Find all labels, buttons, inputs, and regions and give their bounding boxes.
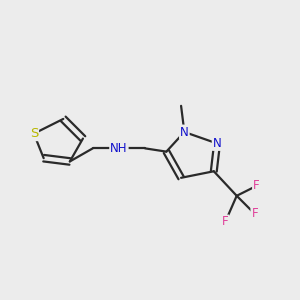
Text: F: F xyxy=(253,179,260,193)
Text: S: S xyxy=(30,127,38,140)
Text: F: F xyxy=(222,215,229,229)
Text: N: N xyxy=(213,137,221,150)
Text: N: N xyxy=(180,125,189,139)
Text: NH: NH xyxy=(110,142,128,155)
Text: F: F xyxy=(251,207,258,220)
